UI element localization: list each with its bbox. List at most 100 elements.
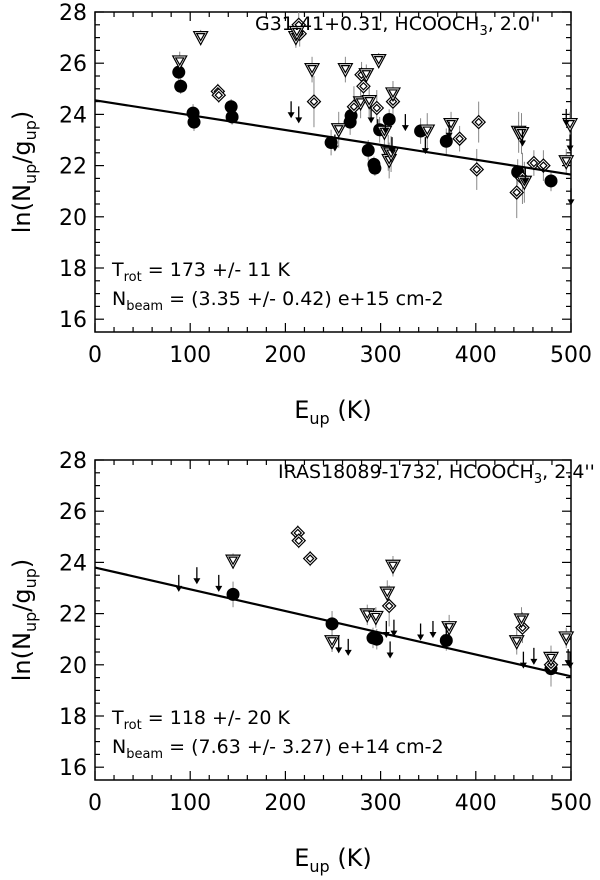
open-triangle-inner xyxy=(511,637,522,646)
open-triangle-inner xyxy=(545,653,557,663)
filled-circle-point xyxy=(224,100,238,114)
filled-circle-point xyxy=(187,115,201,129)
y-axis-label: ln(Nup/gup) xyxy=(8,559,40,682)
upper-limit-arrow-head xyxy=(566,662,574,669)
x-tick-label: 300 xyxy=(360,791,402,816)
y-tick-label: 18 xyxy=(59,257,87,282)
open-triangle-inner xyxy=(561,633,572,643)
nbeam-annotation: Nbeam = (7.63 +/- 3.27) e+14 cm-2 xyxy=(112,736,444,762)
data-markers xyxy=(171,17,579,206)
upper-limit-arrow-head xyxy=(567,199,575,206)
upper-limit-arrow-head xyxy=(562,119,570,126)
open-triangle-inner xyxy=(561,157,572,166)
x-tick-label: 500 xyxy=(550,791,592,816)
y-tick-label: 16 xyxy=(59,308,87,333)
y-tick-label: 24 xyxy=(59,103,87,128)
filled-circle-point xyxy=(370,632,384,646)
upper-limit-arrow-head xyxy=(417,634,425,641)
open-diamond-inner xyxy=(539,161,548,170)
filled-circle-point xyxy=(382,113,396,127)
filled-circle-point xyxy=(172,65,186,79)
title-subscript: 3 xyxy=(534,472,542,487)
open-diamond-inner xyxy=(305,554,315,563)
open-triangle-inner xyxy=(373,56,384,65)
y-tick-label: 22 xyxy=(59,155,87,180)
x-tick-label: 200 xyxy=(264,791,306,816)
y-tick-label: 28 xyxy=(59,1,87,26)
open-triangle-inner xyxy=(333,125,344,134)
open-triangle-inner xyxy=(195,32,206,42)
upper-limit-arrow-head xyxy=(381,127,389,134)
upper-limit-arrow-head xyxy=(295,117,303,124)
error-bars xyxy=(232,525,567,687)
open-diamond-inner xyxy=(455,134,464,144)
axis-ticks: 0 100 200 300 400 500 16 18 20 22 24 26 28 xyxy=(59,1,592,368)
x-tick-label: 400 xyxy=(455,791,497,816)
open-triangle-inner xyxy=(516,129,527,138)
open-diamond-inner xyxy=(474,117,484,127)
x-tick-label: 200 xyxy=(264,343,306,368)
fit-line xyxy=(94,566,572,678)
y-tick-label: 16 xyxy=(59,756,87,781)
open-triangle-inner xyxy=(174,57,185,67)
upper-limit-arrow-head xyxy=(215,585,223,592)
title-suffix: , 2.4'' xyxy=(542,461,595,483)
x-axis-label: Eup (K) xyxy=(294,396,372,428)
filled-circle-point xyxy=(174,79,188,93)
filled-circle-point xyxy=(439,134,453,148)
title-subscript: 3 xyxy=(479,24,487,39)
upper-limit-arrow-head xyxy=(518,140,526,147)
filled-circle-point xyxy=(361,143,375,157)
upper-limit-arrow-head xyxy=(367,117,375,124)
upper-limit-arrow-head xyxy=(401,125,409,132)
upper-limit-arrow-head xyxy=(193,578,201,585)
trot-annotation: Trot = 118 +/- 20 K xyxy=(111,707,290,733)
upper-limit-arrow-head xyxy=(335,647,343,654)
upper-limit-arrow-head xyxy=(331,145,339,152)
upper-limit-arrow-head xyxy=(445,132,453,139)
open-diamond-inner xyxy=(372,103,382,113)
open-triangle-inner xyxy=(444,623,455,632)
upper-limit-arrow-head xyxy=(344,649,352,656)
y-tick-label: 28 xyxy=(59,449,87,474)
open-triangle-inner xyxy=(291,27,302,37)
data-markers xyxy=(175,525,575,676)
panel-title: IRAS18089-1732, HCOOCH3, 2.4'' xyxy=(278,461,595,487)
upper-limit-arrow-head xyxy=(521,178,529,185)
title-suffix: , 2.0'' xyxy=(488,13,541,35)
fit-line xyxy=(94,99,572,176)
open-triangle-inner xyxy=(387,89,399,99)
y-tick-label: 26 xyxy=(59,52,87,77)
filled-circle-point xyxy=(368,161,382,175)
open-diamond-inner xyxy=(529,158,539,168)
upper-limit-arrow-head xyxy=(386,652,394,659)
x-tick-label: 0 xyxy=(88,343,102,368)
open-triangle-inner xyxy=(228,556,239,566)
x-axis-label: Eup (K) xyxy=(294,844,372,876)
upper-limit-arrow-head xyxy=(374,130,382,137)
upper-limit-arrow-head xyxy=(442,634,450,641)
open-triangle-inner xyxy=(516,615,527,625)
upper-limit-arrow-head xyxy=(287,112,295,119)
x-tick-label: 500 xyxy=(550,343,592,368)
trot-annotation: Trot = 173 +/- 11 K xyxy=(111,259,290,285)
plot-frame xyxy=(94,11,572,333)
open-diamond-inner xyxy=(472,165,482,174)
open-triangle-inner xyxy=(364,96,375,106)
y-axis-label: ln(Nup/gup) xyxy=(8,111,40,234)
upper-limit-arrow-head xyxy=(429,631,437,638)
upper-limit-arrow-head xyxy=(566,145,574,152)
x-tick-label: 0 xyxy=(88,791,102,816)
open-diamond-inner xyxy=(349,102,359,112)
open-triangle-inner xyxy=(307,64,318,74)
upper-limit-arrow-head xyxy=(530,658,538,665)
open-triangle-inner xyxy=(387,561,399,571)
open-diamond-inner xyxy=(512,188,522,197)
x-tick-label: 100 xyxy=(169,791,211,816)
axis-ticks: 0 100 200 300 400 500 16 18 20 22 24 26 28 xyxy=(59,449,592,816)
open-triangle-inner xyxy=(422,126,433,136)
open-triangle-inner xyxy=(355,98,366,108)
upper-limit-arrow-head xyxy=(390,630,398,637)
nbeam-annotation: Nbeam = (3.35 +/- 0.42) e+15 cm-2 xyxy=(112,288,444,314)
